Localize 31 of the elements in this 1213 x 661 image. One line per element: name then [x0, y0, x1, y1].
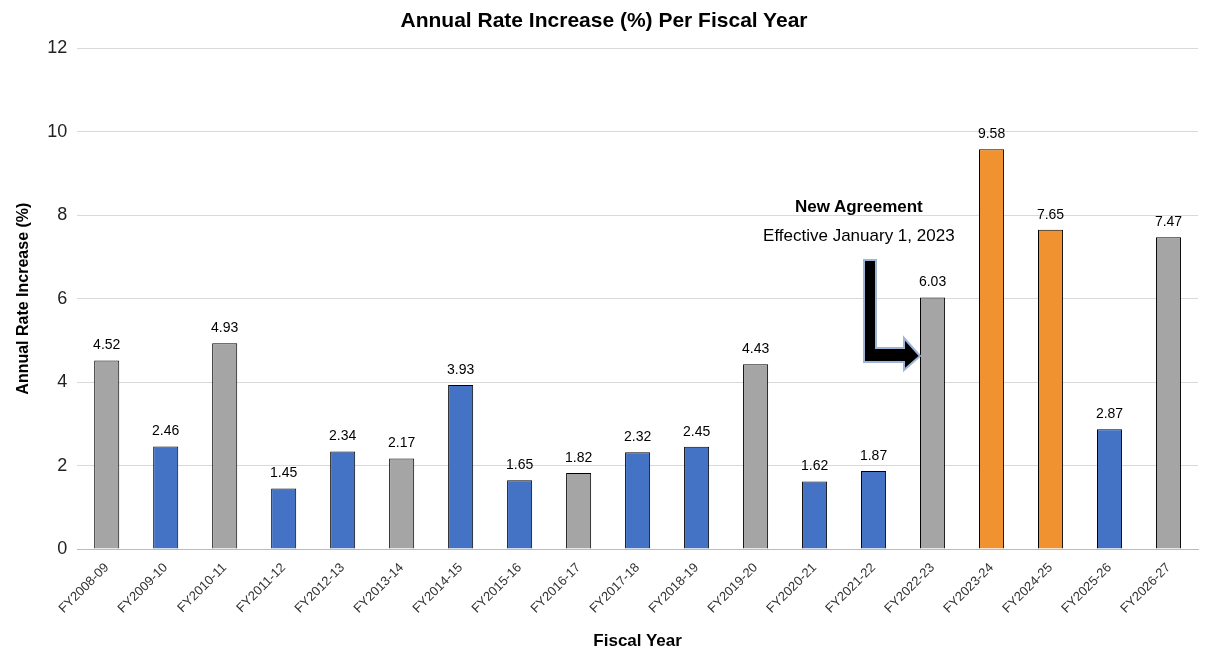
y-tick-label: 8	[57, 204, 68, 225]
data-label: 2.87	[1095, 405, 1124, 422]
data-label: 1.62	[800, 457, 829, 474]
data-label: 6.03	[918, 273, 947, 290]
data-label: 2.32	[623, 428, 652, 445]
y-tick-label: 12	[47, 37, 68, 58]
data-label: 3.93	[447, 360, 475, 377]
data-label: 2.46	[152, 422, 180, 439]
data-label: 9.58	[977, 125, 1006, 142]
data-label: 4.52	[93, 336, 121, 353]
y-tick-label: 2	[57, 454, 68, 475]
y-tick-label: 0	[57, 538, 68, 559]
data-label: 4.93	[211, 319, 239, 336]
y-tick-label: 4	[57, 371, 68, 392]
data-label: 7.47	[1154, 213, 1183, 230]
y-axis-title: Annual Rate Increase (%)	[14, 202, 32, 395]
data-label: 2.17	[388, 434, 416, 451]
chart-title: Annual Rate Increase (%) Per Fiscal Year	[400, 8, 808, 32]
data-label: 7.65	[1036, 205, 1065, 222]
data-label: 2.45	[682, 422, 711, 439]
data-label: 1.87	[859, 446, 888, 463]
annotation: New Agreement	[794, 196, 924, 216]
annotation: Effective January 1, 2023	[763, 225, 955, 245]
data-label: 1.82	[565, 448, 593, 465]
data-label: 4.43	[741, 340, 770, 357]
y-tick-label: 10	[47, 120, 68, 141]
x-axis-title: Fiscal Year	[593, 631, 683, 651]
data-label: 2.34	[329, 427, 357, 444]
data-label: 1.65	[506, 456, 534, 473]
y-tick-label: 6	[57, 287, 68, 308]
data-label: 1.45	[270, 464, 298, 481]
